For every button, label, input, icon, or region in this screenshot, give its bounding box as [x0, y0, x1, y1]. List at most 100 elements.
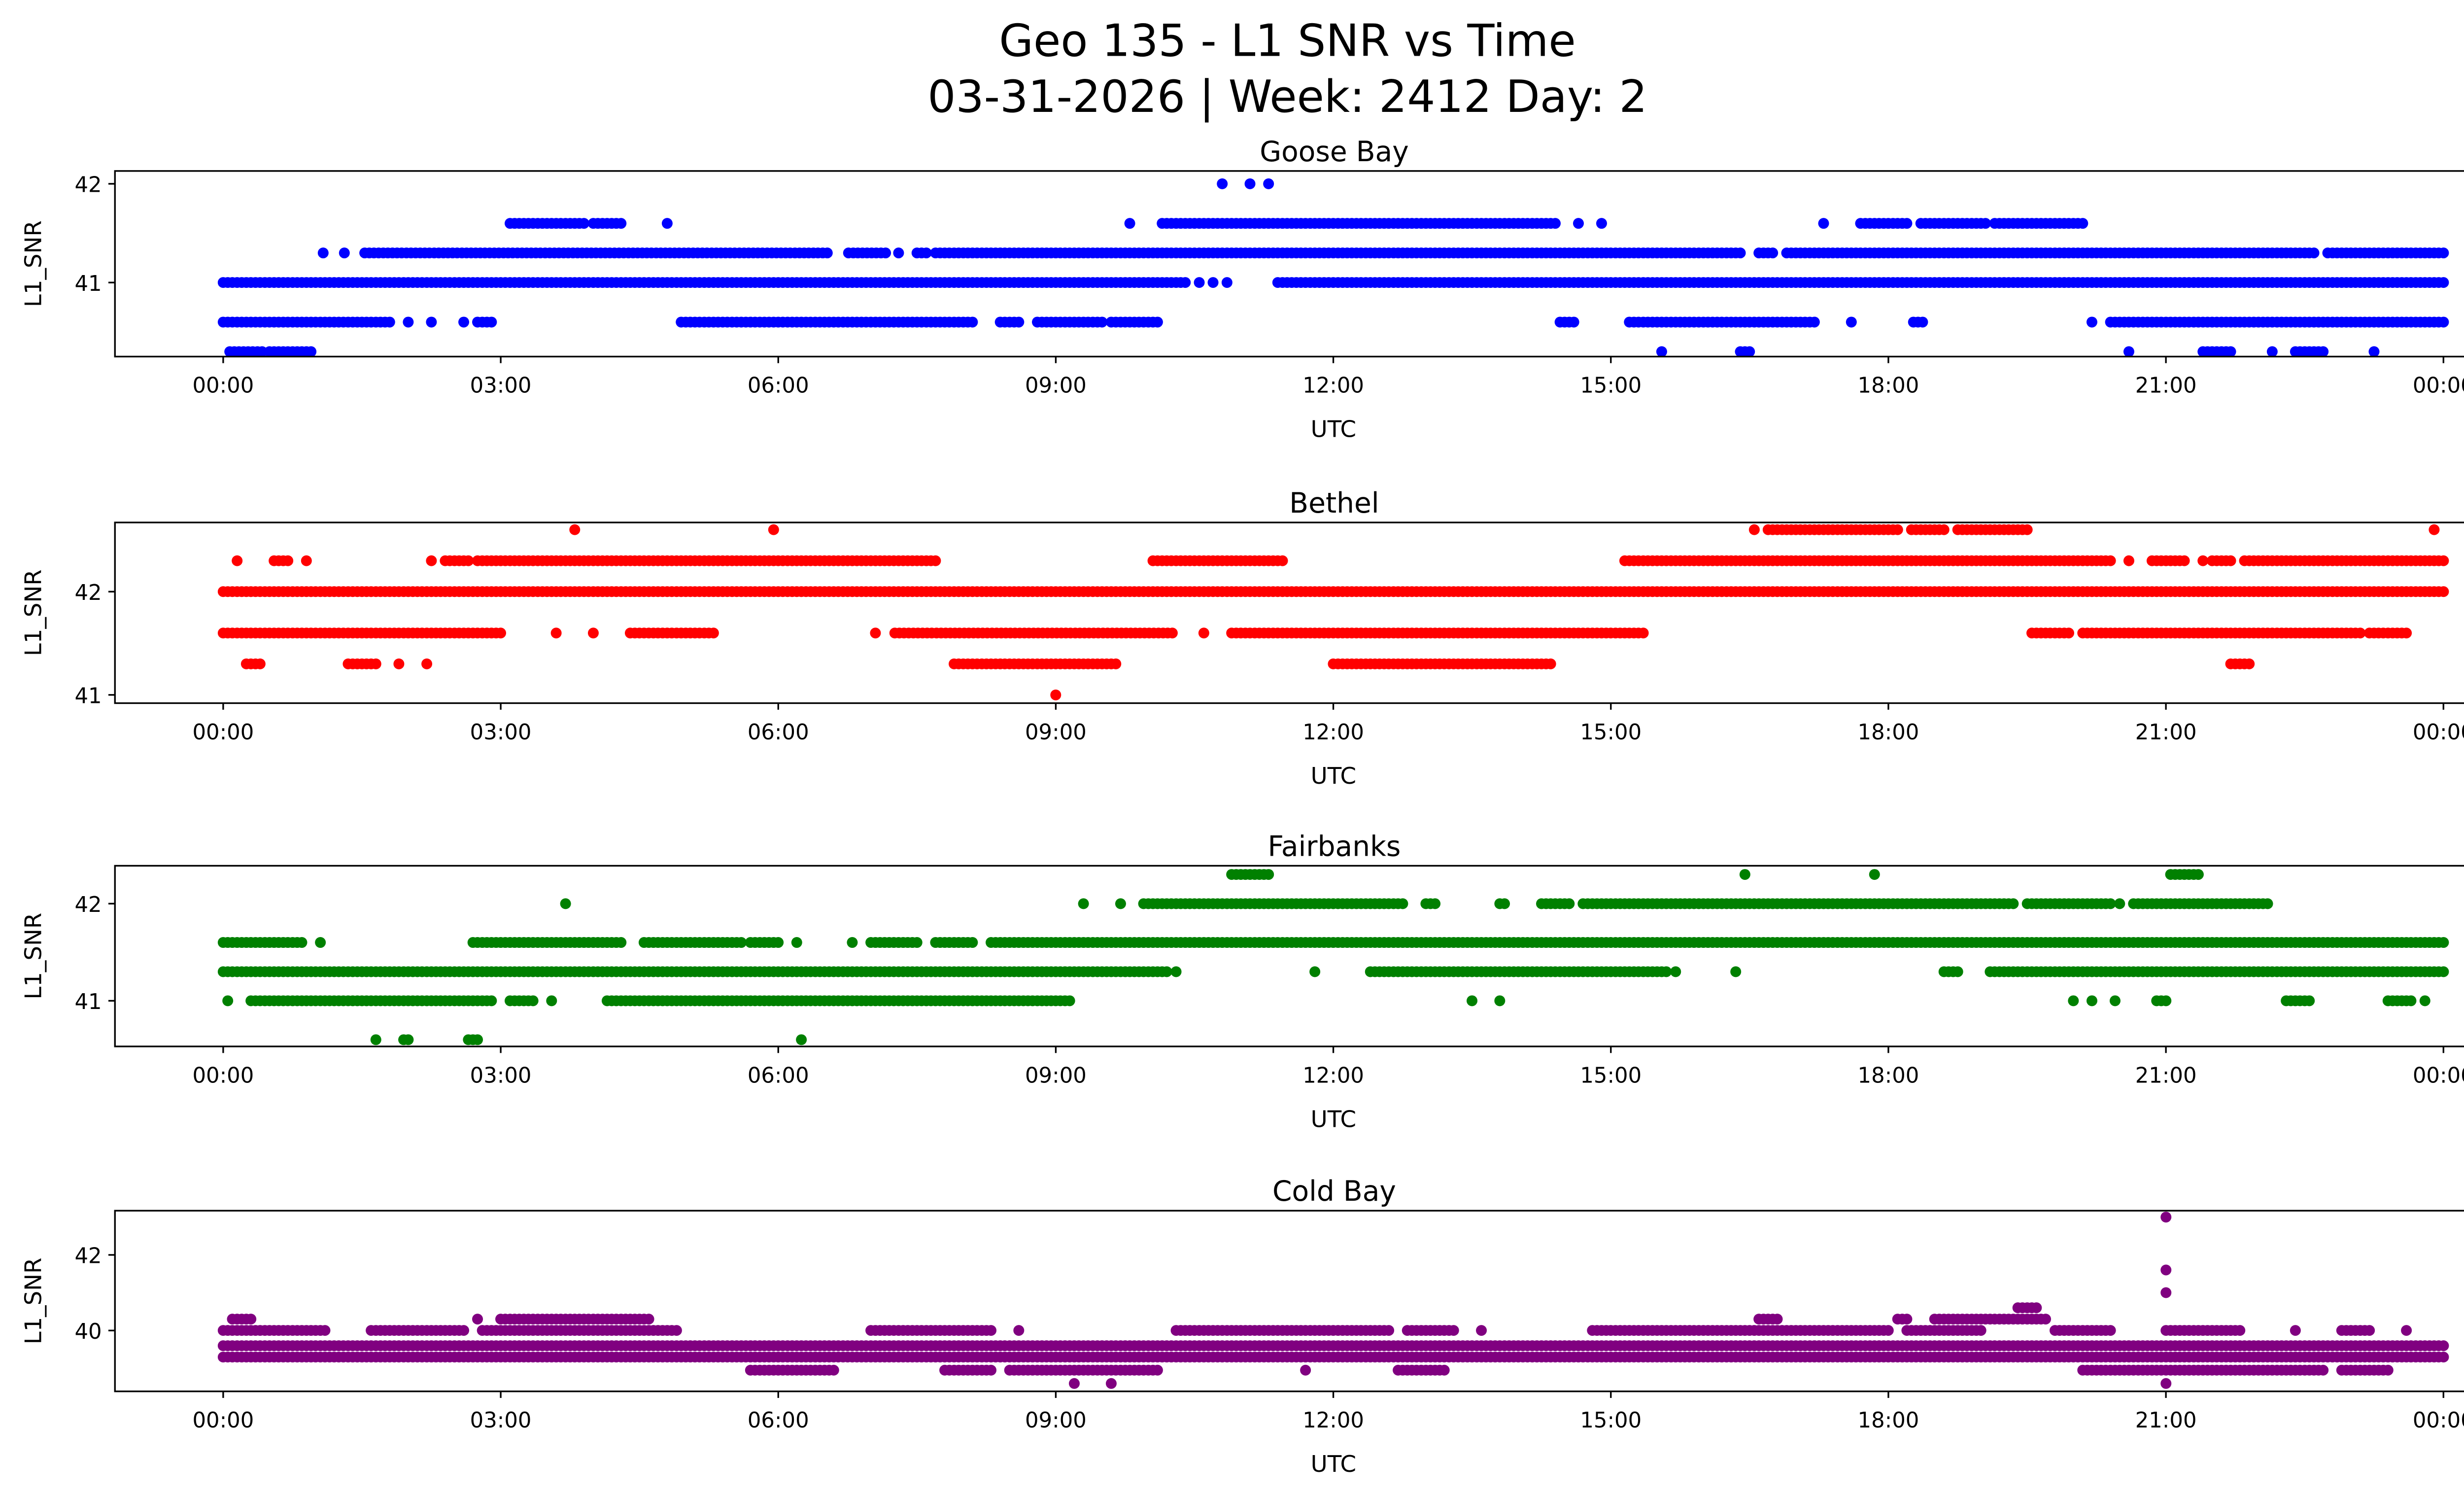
data-point — [463, 555, 474, 566]
data-point — [2405, 995, 2417, 1007]
data-point — [2262, 898, 2273, 909]
data-point — [1170, 966, 1182, 977]
data-point — [1882, 1325, 1894, 1336]
data-point — [2179, 555, 2190, 566]
x-tick-label: 06:00 — [748, 720, 809, 745]
data-point — [2266, 346, 2278, 357]
data-point — [2438, 277, 2449, 288]
scatter-points — [217, 178, 2449, 357]
data-point — [370, 1034, 381, 1045]
data-point — [2438, 937, 2449, 948]
data-point — [2114, 898, 2125, 909]
data-point — [560, 898, 571, 909]
subplot-fairbanks: 00:00 03:00 06:00 09:00 12:00 15:00 18:00 21:00… — [20, 830, 2464, 1133]
x-tick-label: 21:00 — [2135, 374, 2197, 398]
data-point — [1494, 995, 1506, 1007]
data-point — [1383, 1325, 1395, 1336]
data-point — [2368, 346, 2380, 357]
data-point — [1217, 178, 1228, 189]
data-point — [1735, 247, 1746, 259]
data-point — [796, 1034, 807, 1045]
scatter-points — [217, 524, 2449, 700]
scatter-points — [217, 869, 2449, 1045]
data-point — [2123, 555, 2134, 566]
y-axis-label: L1_SNR — [20, 220, 47, 307]
data-point — [1397, 898, 1408, 909]
data-point — [426, 316, 437, 328]
data-point — [384, 316, 395, 328]
x-axis-label: UTC — [1311, 763, 1356, 790]
data-point — [1846, 316, 1857, 328]
data-point — [2105, 1325, 2116, 1336]
data-point — [472, 1034, 483, 1045]
data-point — [2021, 524, 2033, 535]
data-point — [315, 937, 326, 948]
x-tick-label: 18:00 — [1858, 1063, 1919, 1088]
data-point — [2008, 898, 2019, 909]
x-tick-label: 00:00 — [193, 374, 254, 398]
data-point — [1952, 966, 1963, 977]
data-point — [616, 218, 627, 229]
data-point — [2244, 658, 2255, 669]
x-tick-label: 00:00 — [193, 720, 254, 745]
data-point — [1564, 898, 1575, 909]
data-point — [472, 1314, 483, 1325]
data-point — [403, 316, 414, 328]
x-tick-label: 12:00 — [1302, 1063, 1364, 1088]
data-point — [1901, 218, 1913, 229]
data-point — [319, 1325, 331, 1336]
data-point — [880, 247, 891, 259]
data-point — [2160, 1287, 2172, 1298]
x-tick-label: 00:00 — [193, 1063, 254, 1088]
x-tick-label: 00:00 — [2413, 1063, 2464, 1088]
y-tick-label: 42 — [75, 893, 102, 917]
data-point — [1430, 898, 1441, 909]
data-point — [1221, 277, 1232, 288]
data-point — [1739, 869, 1750, 880]
data-point — [1263, 178, 1274, 189]
data-point — [661, 218, 673, 229]
data-point — [1263, 869, 1274, 880]
data-point — [1809, 316, 1820, 328]
data-point — [393, 658, 405, 669]
y-tick-label: 41 — [75, 684, 102, 708]
data-point — [1078, 898, 1089, 909]
data-point — [2077, 218, 2088, 229]
x-tick-label: 09:00 — [1025, 1063, 1087, 1088]
subplot-title: Goose Bay — [1260, 136, 1409, 168]
data-point — [426, 555, 437, 566]
data-point — [2225, 346, 2236, 357]
data-point — [1110, 658, 1122, 669]
data-point — [1975, 1325, 1986, 1336]
data-point — [421, 658, 433, 669]
data-point — [1013, 316, 1025, 328]
data-point — [1244, 178, 1256, 189]
data-point — [1194, 277, 1205, 288]
axes-frame — [114, 865, 2464, 1047]
data-point — [1748, 524, 1760, 535]
data-point — [2419, 995, 2430, 1007]
data-point — [2086, 316, 2097, 328]
data-point — [495, 627, 507, 639]
chart-title-line2: 03-31-2026 | Week: 2412 Day: 2 — [927, 71, 1647, 123]
data-point — [1198, 627, 1209, 639]
data-point — [486, 316, 497, 328]
data-point — [911, 937, 923, 948]
data-point — [2234, 1325, 2246, 1336]
y-tick-label: 42 — [75, 173, 102, 198]
x-tick-label: 21:00 — [2135, 720, 2197, 745]
data-point — [569, 524, 581, 535]
data-point — [1166, 627, 1178, 639]
data-point — [2364, 1325, 2375, 1336]
data-point — [930, 555, 941, 566]
data-point — [1115, 898, 1126, 909]
data-point — [282, 555, 294, 566]
data-point — [1180, 277, 1191, 288]
subplot-bethel: 00:00 03:00 06:00 09:00 12:00 15:00 18:00 21:00… — [20, 487, 2464, 790]
data-point — [1161, 966, 1172, 977]
x-tick-label: 15:00 — [1580, 374, 1642, 398]
data-point — [1050, 689, 1061, 700]
data-point — [2160, 1264, 2172, 1276]
y-axis-label: L1_SNR — [20, 913, 47, 1000]
data-point — [1938, 524, 1950, 535]
